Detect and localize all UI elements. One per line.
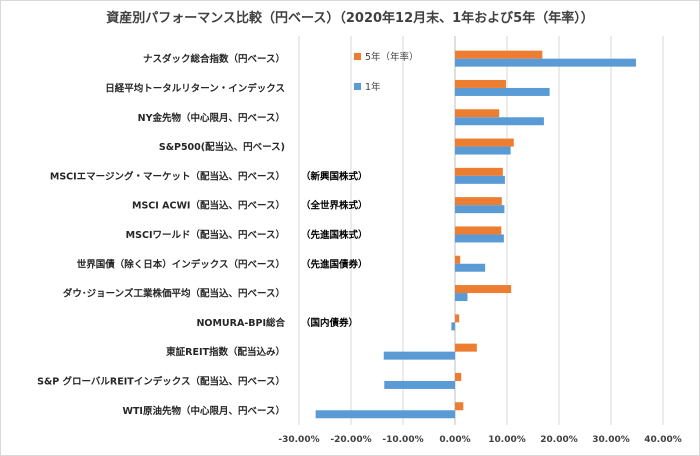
legend: 5年（年率） 1年 [354, 51, 419, 93]
x-tick-label: -20.00% [330, 435, 371, 445]
x-tick-label: 40.00% [644, 435, 682, 445]
bar-1yr [455, 146, 511, 155]
category-note: （新興国株式） [301, 170, 368, 182]
x-tick-label: -30.00% [278, 435, 319, 445]
bars [315, 50, 636, 419]
category-label: 世界国債（除く日本）インデックス（円ベース） [77, 258, 285, 270]
category-label: ダウ･ジョーンズ工業株価平均（配当込、円ベース） [63, 288, 285, 300]
bar-5yr [455, 343, 477, 352]
x-tick-label: 20.00% [540, 435, 578, 445]
category-label: WTI原油先物（中心限月、円ベース） [122, 405, 285, 417]
category-labels: ナスダック総合指数（円ベース） 日経平均トータルリターン・インデックス NY金先物（… [37, 53, 285, 417]
category-label: 東証REIT指数（配当込み） [165, 346, 285, 358]
bar-1yr [315, 410, 455, 419]
category-label: MSCIエマージング・マーケット（配当込、円ベース） [50, 170, 285, 182]
bar-5yr [455, 314, 460, 323]
category-label: 日経平均トータルリターン・インデックス [105, 82, 285, 94]
legend-label: 5年（年率） [365, 51, 419, 63]
category-note: （先進国株式） [301, 229, 368, 241]
category-label: NOMURA-BPI総合 [196, 317, 285, 329]
bar-5yr [455, 138, 514, 147]
bar-5yr [455, 255, 461, 264]
category-note: （全世界株式） [301, 200, 368, 212]
legend-swatch [354, 83, 361, 90]
x-tick-labels: -30.00% -20.00% -10.00% 0.00% 10.00% 20.00% 30… [278, 435, 681, 445]
bar-1yr [455, 293, 468, 302]
bar-5yr [455, 402, 464, 411]
gridlines [298, 36, 664, 425]
bar-5yr [455, 285, 512, 294]
bar-1yr [455, 175, 505, 184]
bar-5yr [455, 50, 543, 59]
bar-5yr [455, 226, 502, 235]
category-label: MSCIワールド（配当込、円ベース） [126, 229, 285, 241]
chart-title: 資産別パフォーマンス比較（円ベース）（2020年12月末、1年および5年（年率）… [106, 10, 593, 26]
legend-label: 1年 [365, 81, 381, 93]
bar-5yr [455, 79, 506, 88]
x-tick-label: 0.00% [439, 435, 470, 445]
bar-1yr [455, 205, 505, 214]
x-tick-label: 10.00% [488, 435, 526, 445]
bar-1yr [383, 351, 455, 360]
category-label: MSCI ACWI（配当込、円ベース） [132, 200, 285, 212]
bar-1yr [455, 58, 636, 67]
bar-1yr [455, 117, 544, 126]
bar-1yr [455, 263, 486, 272]
category-label: S&P500(配当込、円ベース) [159, 141, 285, 153]
x-tick-label: 30.00% [592, 435, 630, 445]
bar-1yr [455, 234, 504, 243]
category-note: （国内債券） [301, 317, 358, 329]
category-label: ナスダック総合指数（円ベース） [143, 53, 285, 65]
bar-5yr [455, 109, 500, 118]
category-label: NY金先物（中心限月、円ベース） [138, 112, 285, 124]
bar-5yr [455, 372, 462, 381]
category-label: S&P グローバルREITインデックス（配当込、円ベース） [37, 375, 285, 387]
category-notes: （新興国株式） （全世界株式） （先進国株式） （先進国債券） （国内債券） [301, 170, 368, 329]
category-note: （先進国債券） [301, 258, 368, 270]
bar-1yr [455, 87, 550, 96]
x-tick-label: -10.00% [382, 435, 423, 445]
bar-1yr [384, 380, 455, 389]
bar-5yr [455, 167, 503, 176]
bar-1yr [451, 322, 455, 331]
bar-5yr [455, 197, 502, 206]
legend-swatch [354, 53, 361, 60]
